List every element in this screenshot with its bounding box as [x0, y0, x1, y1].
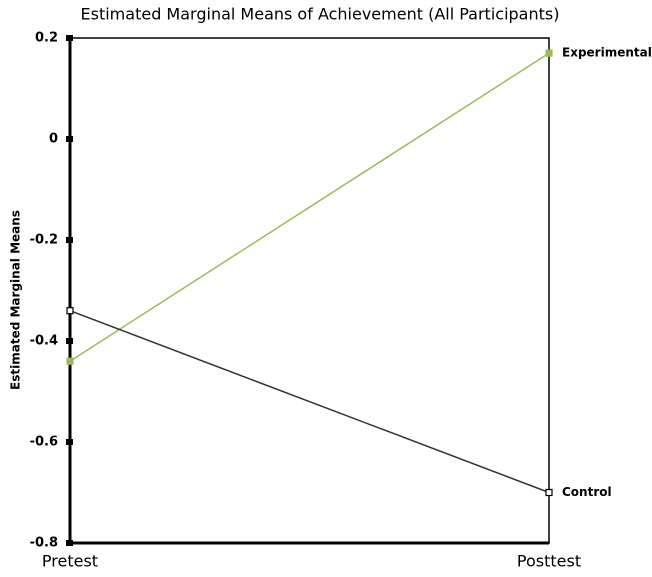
y-tick-label: -0.6 — [30, 435, 58, 450]
point-marker — [66, 307, 74, 315]
point-marker — [545, 49, 553, 57]
chart-title: Estimated Marginal Means of Achievement … — [81, 5, 560, 24]
y-tick-label: -0.8 — [30, 536, 58, 551]
series-label: Experimental — [562, 46, 652, 60]
x-tick-label: Posttest — [517, 552, 581, 571]
y-tick-label: 0.2 — [35, 31, 58, 46]
y-tick-label: 0 — [49, 132, 58, 147]
y-tick-mark — [66, 439, 73, 445]
y-tick-mark — [66, 136, 73, 142]
y-tick-mark — [66, 338, 73, 344]
plot-frame — [69, 37, 550, 544]
point-marker — [66, 357, 74, 365]
series-line — [69, 52, 550, 362]
y-tick-mark — [66, 540, 73, 546]
y-tick-mark — [66, 237, 73, 243]
series-label: Control — [562, 485, 612, 499]
y-tick-label: -0.4 — [30, 334, 58, 349]
x-tick-label: Pretest — [42, 552, 98, 571]
y-tick-label: -0.2 — [30, 233, 58, 248]
point-marker — [545, 488, 553, 497]
series-line — [69, 309, 550, 494]
y-tick-mark — [66, 35, 73, 41]
y-axis-label: Estimated Marginal Means — [9, 210, 23, 390]
